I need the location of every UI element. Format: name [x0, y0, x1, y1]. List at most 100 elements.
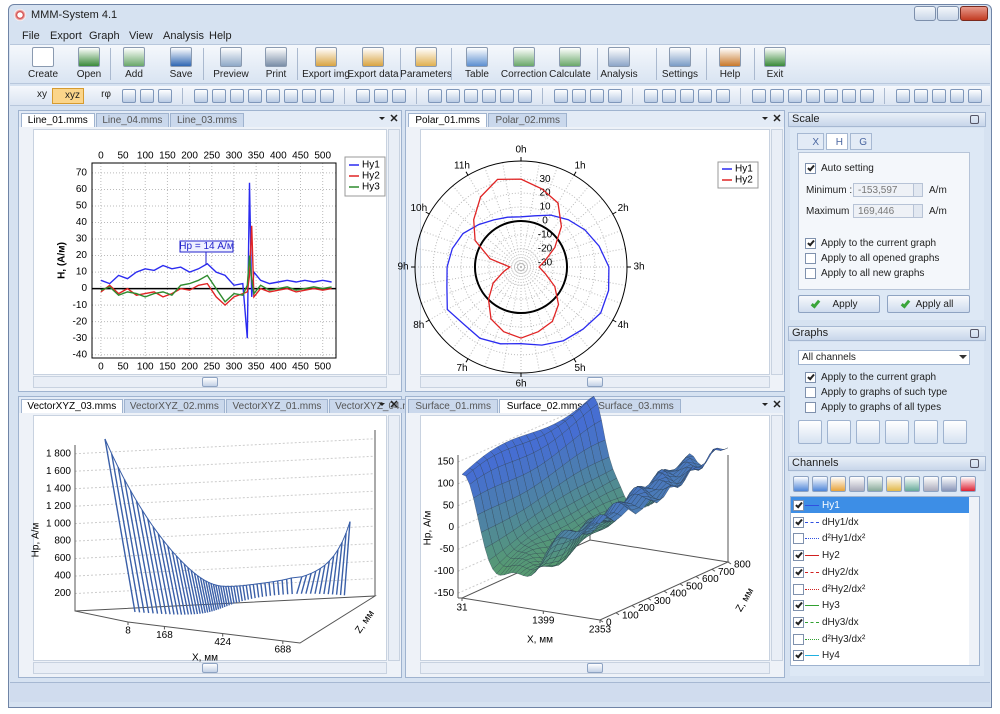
checkbox[interactable]: [793, 533, 804, 545]
channel-tool-button[interactable]: [941, 476, 957, 492]
tool-icon[interactable]: [968, 89, 982, 103]
channel-name[interactable]: d²Hy3/dx²: [822, 633, 866, 645]
tool-icon[interactable]: [680, 89, 694, 103]
document-tab[interactable]: VectorXYZ_02.mms: [123, 399, 226, 413]
menu-item[interactable]: File: [22, 30, 40, 42]
channel-tool-button[interactable]: [904, 476, 920, 492]
document-tab[interactable]: VectorXYZ_03.mms: [21, 399, 123, 413]
scale-tab[interactable]: G: [850, 133, 872, 150]
document-tab[interactable]: Line_03.mms: [170, 113, 244, 127]
maximize-button[interactable]: [937, 6, 959, 21]
pin-button[interactable]: [970, 115, 979, 124]
tool-icon[interactable]: [320, 89, 334, 103]
dropdown[interactable]: All channels: [798, 350, 970, 365]
channel-name[interactable]: Hy2: [822, 550, 840, 562]
number-input[interactable]: 169,446: [853, 204, 923, 218]
checkbox[interactable]: [805, 253, 816, 264]
checkbox[interactable]: [793, 500, 804, 511]
toolbar-button[interactable]: Preview: [213, 69, 249, 80]
tool-icon[interactable]: [428, 89, 442, 103]
channel-tool-button[interactable]: [959, 476, 976, 492]
tool-icon[interactable]: [662, 89, 676, 103]
channel-name[interactable]: Hy3: [822, 600, 840, 612]
view-mode-button[interactable]: rφ: [101, 89, 111, 100]
tool-icon[interactable]: [302, 89, 316, 103]
button-label[interactable]: Apply all: [915, 299, 954, 310]
toolbar-button[interactable]: Export data: [347, 69, 399, 80]
toolbar-button[interactable]: Export img: [302, 69, 350, 80]
tool-icon[interactable]: [140, 89, 154, 103]
checkbox[interactable]: [793, 600, 804, 612]
toolbar-button[interactable]: Add: [125, 69, 143, 80]
document-tab[interactable]: VectorXYZ_01.mms: [226, 399, 328, 413]
checkbox[interactable]: [805, 387, 816, 398]
tool-icon[interactable]: [392, 89, 406, 103]
view-mode-button[interactable]: xyz: [52, 88, 84, 104]
tool-icon[interactable]: [698, 89, 712, 103]
tool-icon[interactable]: [122, 89, 136, 103]
channel-tool-button[interactable]: [811, 476, 828, 492]
checkbox[interactable]: [793, 633, 804, 645]
document-tab[interactable]: Polar_02.mms: [488, 113, 568, 127]
tool-icon[interactable]: [554, 89, 568, 103]
toolbar-button[interactable]: Save: [169, 69, 193, 80]
graph-tool-button[interactable]: [827, 420, 851, 444]
checkbox[interactable]: [793, 566, 804, 578]
toolbar-button[interactable]: Analysis: [600, 69, 638, 80]
vertical-scrollbar[interactable]: [771, 129, 783, 375]
scroll-thumb[interactable]: [587, 663, 603, 673]
button[interactable]: [798, 295, 880, 313]
tool-icon[interactable]: [716, 89, 730, 103]
tool-icon[interactable]: [158, 89, 172, 103]
checkbox[interactable]: [805, 163, 816, 174]
tool-icon[interactable]: [770, 89, 784, 103]
minimize-button[interactable]: [914, 6, 936, 21]
graph-tool-button[interactable]: [943, 420, 967, 444]
tool-icon[interactable]: [482, 89, 496, 103]
graph-tool-button[interactable]: [856, 420, 880, 444]
checkbox[interactable]: [805, 268, 816, 279]
scale-tab[interactable]: H: [826, 133, 848, 150]
tool-icon[interactable]: [950, 89, 964, 103]
graph-tool-button[interactable]: [798, 420, 822, 444]
channel-tool-button[interactable]: [793, 476, 809, 492]
tool-icon[interactable]: [932, 89, 946, 103]
checkbox[interactable]: [805, 372, 816, 383]
tool-icon[interactable]: [230, 89, 244, 103]
vertical-scrollbar[interactable]: [388, 415, 400, 661]
toolbar-button[interactable]: Calculate: [549, 69, 591, 80]
tool-icon[interactable]: [500, 89, 514, 103]
tool-icon[interactable]: [194, 89, 208, 103]
channel-name[interactable]: d²Hy1/dx²: [822, 533, 866, 545]
menu-item[interactable]: Graph: [89, 30, 120, 42]
toolbar-button[interactable]: Parameters: [400, 69, 452, 80]
menu-item[interactable]: Analysis: [163, 30, 204, 42]
tool-icon[interactable]: [212, 89, 226, 103]
checkbox[interactable]: [805, 402, 816, 413]
toolbar-button[interactable]: Settings: [661, 69, 699, 80]
toolbar-button[interactable]: Open: [76, 69, 102, 80]
tool-icon[interactable]: [572, 89, 586, 103]
vertical-scrollbar[interactable]: [388, 129, 400, 375]
channel-name[interactable]: Hy4: [822, 650, 840, 662]
channel-name[interactable]: dHy1/dx: [822, 516, 859, 528]
channel-tool-button[interactable]: [830, 476, 846, 492]
scroll-thumb[interactable]: [202, 377, 218, 387]
tool-icon[interactable]: [374, 89, 388, 103]
document-tab[interactable]: Line_01.mms: [21, 113, 95, 127]
scroll-thumb[interactable]: [202, 663, 218, 673]
tool-icon[interactable]: [752, 89, 766, 103]
document-tab[interactable]: Line_04.mms: [95, 113, 170, 127]
channel-tool-button[interactable]: [885, 476, 902, 492]
toolbar-button[interactable]: Create: [27, 69, 58, 80]
checkbox[interactable]: [793, 550, 804, 562]
tool-icon[interactable]: [644, 89, 658, 103]
tool-icon[interactable]: [914, 89, 928, 103]
pin-button[interactable]: [970, 459, 979, 468]
tool-icon[interactable]: [284, 89, 298, 103]
checkbox[interactable]: [793, 516, 804, 528]
channel-name[interactable]: dHy3/dx: [822, 616, 859, 628]
scale-tab[interactable]: X: [797, 133, 824, 150]
graph-tool-button[interactable]: [914, 420, 938, 444]
tool-icon[interactable]: [806, 89, 820, 103]
